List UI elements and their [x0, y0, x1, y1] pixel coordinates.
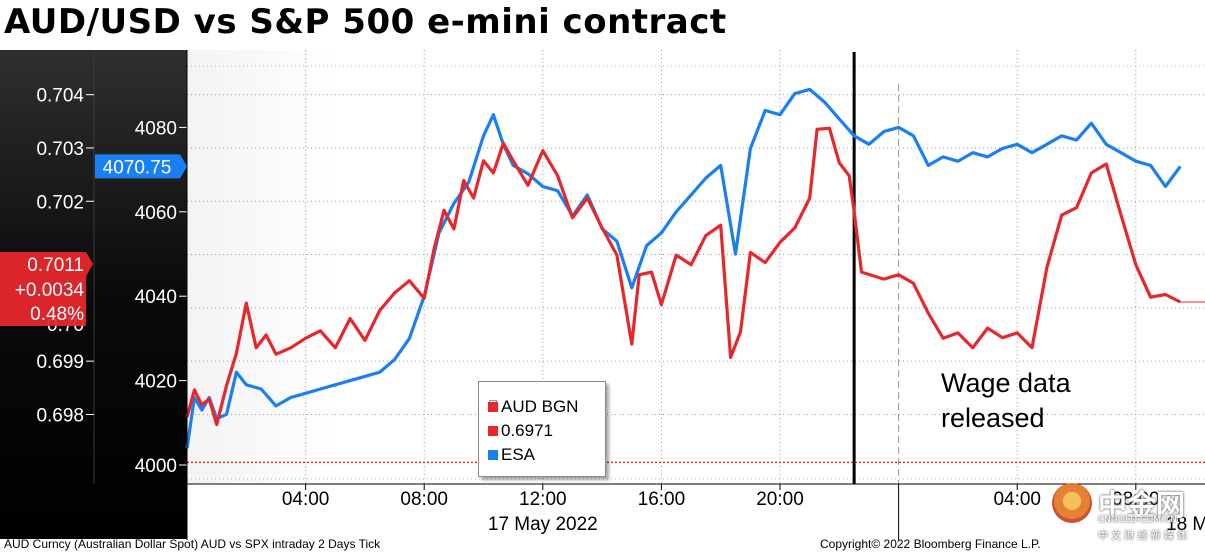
legend-label-esa: ESA	[501, 445, 536, 464]
x-axis-date-label-next: 18 M	[1166, 514, 1205, 535]
x-tick-label-0: 04:00	[282, 489, 330, 510]
series-line-esa	[185, 87, 1182, 449]
aud-last-badge-value: 0.7011	[27, 255, 84, 276]
footer-copyright: Copyright© 2022 Bloomberg Finance L.P.	[820, 537, 1041, 551]
esa-last-badge	[95, 154, 187, 179]
annotation-line-2: released	[941, 403, 1045, 433]
y-right-tick-label-2: 4040	[135, 287, 177, 308]
plot-background	[187, 50, 1205, 484]
axis-ticks: 0.704 0.703 0.702 0.699 0.698 4080 4060 4040 402…	[36, 86, 187, 477]
y-right-tick-label-4: 4000	[135, 456, 177, 477]
legend-swatch-aud-ref	[488, 426, 498, 436]
y-left-tick-label-3: 0.699	[36, 352, 84, 373]
annotation-wage-data: Wage data released	[941, 366, 1071, 436]
x-axis: 04:00 08:00 12:00 16:00 20:00 04:00 08:00 17 Ma…	[186, 50, 1205, 540]
aud-last-badge-change-pct: 0.48%	[30, 304, 84, 325]
x-tick-label-1: 08:00	[400, 489, 448, 510]
legend-item-esa: ESA	[488, 445, 536, 465]
series-line-aud	[185, 126, 1182, 427]
legend-swatch-esa	[488, 450, 498, 460]
y-left-tick-label-1: 0.703	[36, 139, 84, 160]
aud-last-badge	[0, 252, 93, 326]
y-right-tick-label-1: 4060	[135, 203, 177, 224]
x-axis-background	[187, 484, 1205, 539]
watermark-site: CNGOLD.COM.CN	[1098, 515, 1177, 525]
x-tick-label-3: 16:00	[638, 489, 686, 510]
legend-item-aud: AUD BGN	[488, 397, 579, 417]
series-lines	[185, 87, 1205, 449]
legend-swatch-aud	[488, 402, 498, 412]
legend: AUD BGN 0.6971 ESA	[478, 381, 606, 477]
x-axis-date-label: 17 May 2022	[488, 514, 598, 535]
x-tick-label-2: 12:00	[519, 489, 567, 510]
x-tick-label-4: 20:00	[756, 489, 804, 510]
y-right-tick-label-0: 4080	[135, 118, 177, 139]
chart-title: AUD/USD vs S&P 500 e-mini contract	[4, 2, 727, 42]
x-tick-label-5: 04:00	[993, 489, 1041, 510]
y-left-tick-label-4: 0.698	[36, 405, 84, 426]
esa-last-badge-label: 4070.75	[103, 157, 172, 178]
y-right-tick-label-3: 4020	[135, 372, 177, 393]
watermark-tagline: 中 文 财 经 新 媒 体	[1098, 531, 1188, 542]
aud-last-badge-change: +0.0034	[15, 280, 85, 301]
legend-item-aud-ref: 0.6971	[488, 421, 553, 441]
watermark-logo-icon	[1052, 483, 1092, 523]
annotation-line-1: Wage data	[941, 368, 1071, 398]
legend-label-aud: AUD BGN	[501, 397, 579, 416]
plot-area	[187, 50, 1205, 539]
watermark-brand: 中金网	[1098, 488, 1186, 522]
y-left-tick-label-0: 0.704	[36, 86, 84, 107]
x-tick-label-6: 08:00	[1112, 489, 1160, 510]
legend-label-aud-ref: 0.6971	[501, 421, 553, 440]
y-left-tick-label-2: 0.702	[36, 192, 84, 213]
footer-source: AUD Curncy (Australian Dollar Spot) AUD …	[4, 537, 381, 551]
